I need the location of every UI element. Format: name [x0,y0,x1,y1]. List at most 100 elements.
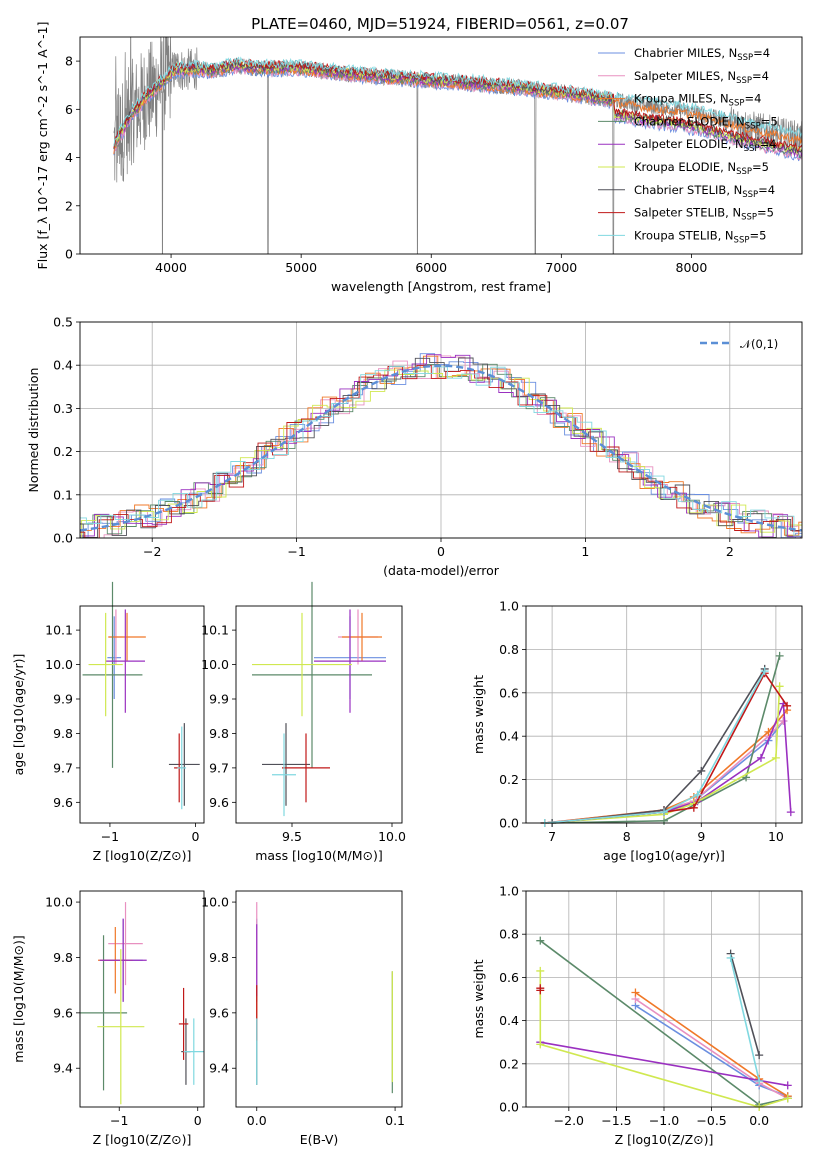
x-tick-label: −2 [143,544,161,559]
series-point [689,803,698,812]
series-8 [540,667,769,827]
point-8 [183,1018,204,1085]
mass-weight-vs-age-axes: 7 8 9 10 0.0 0.2 0.4 0.6 0.8 1.0 age [log10(age/yr… [471,599,803,863]
y-tick-label: 9.9 [53,692,73,707]
series-point [783,1081,792,1090]
series-point [760,667,769,676]
y-tick-label: 0.5 [53,315,73,330]
point-3 [80,935,128,1091]
x-tick-label: 0.0 [749,1113,769,1128]
y-axis-label: age [log10(age/yr)] [11,654,26,776]
age-vs-Z-axes: −1 0 9.6 9.7 9.8 9.9 10.0 10.1 Z [log10(Z/Z⊙)] ag… [11,581,205,863]
histogram-plot [80,353,802,538]
y-tick-label: 0.4 [499,1013,519,1028]
series-point [755,1077,764,1086]
y-tick-label: 0.6 [499,685,519,700]
series-6 [548,664,769,827]
series-point [536,966,545,975]
series-line [729,953,760,1056]
spectrum-axes: 4000 5000 6000 7000 8000 0 2 4 6 8 wavelength [Ang… [35,22,803,294]
point-5 [88,612,123,717]
series-line [539,970,788,1108]
age-vs-mass-frame [235,605,403,824]
residuals-frame [79,321,803,539]
y-tick-label: 10.0 [201,657,229,672]
y-axis-label: mass weight [471,959,486,1038]
legend-entry: Salpeter ELODIE, NSSP=4 [634,137,777,154]
histogram-5 [80,369,802,538]
y-tick-label: 9.9 [209,692,229,707]
point-2 [342,612,382,662]
x-axis-label: Z [log10(Z/Z⊙)] [93,848,192,863]
x-tick-label: −1 [101,829,119,844]
legend-entry: Chabrier ELODIE, NSSP=5 [634,114,778,131]
series-line [544,709,788,824]
legend-entry: 𝒩(0,1) [740,337,778,351]
x-tick-label: −1 [110,1113,128,1128]
y-tick-label: 0.2 [53,444,73,459]
age-vs-mass-axes: 9.5 10.0 9.6 9.7 9.8 9.9 10.0 10.1 mass [log10(M… [201,581,406,863]
histogram-8 [80,365,802,537]
x-tick-label: 5000 [285,260,317,275]
point-4 [314,609,386,713]
x-tick-label: 4000 [155,260,187,275]
series-line [552,655,781,824]
y-tick-label: 0.4 [499,729,519,744]
y-tick-label: 9.6 [53,795,73,810]
legend-entry: Salpeter MILES, NSSP=4 [634,69,769,86]
series-point [775,651,784,660]
x-tick-label: 8 [623,829,631,844]
series-point [783,701,792,710]
x-tick-label: 10 [768,829,784,844]
series-line [544,686,781,824]
mass-vs-Z-axes: −1 0 9.4 9.6 9.8 10.0 Z [log10(Z/Z⊙)] mass [log… [11,890,205,1147]
legend-entry: Kroupa MILES, NSSP=4 [634,92,761,109]
y-tick-label: 1.0 [499,884,519,899]
x-tick-label: 9.5 [282,829,302,844]
y-tick-label: 0.2 [499,1056,519,1071]
point-3 [252,581,372,768]
y-tick-label: 2 [65,198,73,213]
series-point [783,1094,792,1103]
y-tick-label: 9.4 [53,1061,73,1076]
y-axis-label: Normed distribution [26,368,41,493]
y-axis-label: Flux [f_λ 10^-17 erg cm^-2 s^-1 A^-1] [35,22,50,270]
residuals-legend: 𝒩(0,1) [700,337,778,351]
y-tick-label: 0.3 [53,401,73,416]
x-axis-label: wavelength [Angstrom, rest frame] [331,279,551,294]
x-axis-label: (data-model)/error [383,563,500,578]
y-tick-label: 9.8 [209,726,229,741]
series-line [540,1041,788,1087]
legend-entry: Chabrier STELIB, NSSP=4 [634,183,775,200]
y-tick-label: 8 [65,54,73,69]
mass-vs-EBV-axes: 0.0 0.1 9.4 9.6 9.8 10.0 E(B-V) [201,890,405,1147]
series-point [786,808,795,817]
series-point [631,988,640,997]
mass-weight-vs-Z-axes: −2.0 −1.5 −1.0 −0.5 0.0 0.0 0.2 0.4 0.6 0.8 1.0 Z [… [471,884,803,1147]
point-6 [262,723,310,806]
series-point [779,717,788,726]
mass-weight-vs-Z-frame [525,890,803,1108]
y-tick-label: 0 [65,247,73,262]
series-line [544,670,766,824]
legend-entry: Salpeter STELIB, NSSP=5 [634,206,774,223]
normal-curve [80,364,802,532]
point-5 [97,949,145,1105]
point-7 [282,733,330,803]
legend-entry: Kroupa ELODIE, NSSP=5 [634,160,769,177]
series-point [536,984,545,993]
mass-weight-vs-age-frame [525,605,803,824]
y-tick-label: 0.0 [53,531,73,546]
y-tick-label: 9.6 [209,1005,229,1020]
point-7 [178,987,189,1060]
x-tick-label: −1.5 [601,1113,631,1128]
point-5 [252,612,352,717]
x-tick-label: −1 [287,544,305,559]
x-axis-label: Z [log10(Z/Z⊙)] [93,1132,192,1147]
x-axis-label: Z [log10(Z/Z⊙)] [615,1132,714,1147]
x-tick-label: −1.0 [649,1113,679,1128]
series-5 [536,966,792,1111]
point-6 [168,723,200,806]
series-point [771,753,780,762]
y-tick-label: 9.8 [53,726,73,741]
